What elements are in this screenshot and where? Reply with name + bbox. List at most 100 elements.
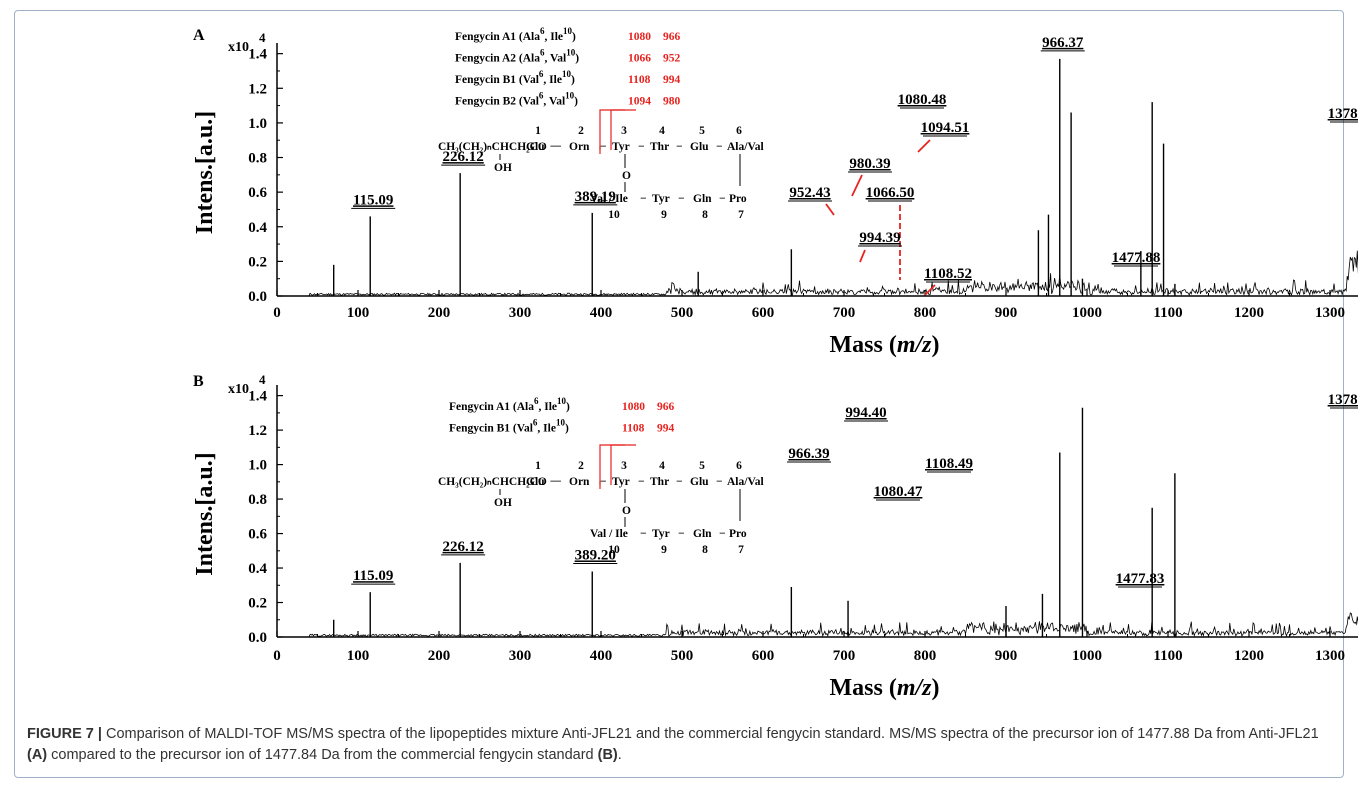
structure-bond: − [716,476,723,488]
caption-end: . [617,747,622,763]
structure-residue: Val / Ile [590,528,628,540]
structure-residue: Pro [729,193,747,205]
structure-residue: Orn [569,476,590,488]
structure-bond: − [638,141,645,153]
x-tick-label: 1100 [1153,648,1182,664]
caption-ref-a: (A) [27,747,48,763]
structure-position-number: 5 [699,125,705,137]
peak-label: 966.39 [788,446,829,462]
caption-label: FIGURE 7 | [27,726,102,742]
structure-position-number: 10 [608,544,620,556]
legend-value-1: 1066 [628,53,651,65]
y-tick-label: 1.2 [248,423,267,439]
structure-position-number: 4 [659,125,665,137]
peak-label-leader [851,174,863,197]
peak-label: 115.09 [353,192,393,208]
y-multiplier-exponent: 4 [259,30,266,45]
y-tick-label: 0.0 [248,630,267,646]
x-tick-label: 100 [347,648,370,664]
x-tick-label: 0 [273,305,281,321]
structure-residue: Thr [650,141,669,153]
peak-label: 994.39 [859,230,900,246]
structure-position-number: 2 [578,460,584,472]
spectrum-panel-a: 0.0 0.2 0.4 0.6 0.8 1.0 1.2 1.4 0 100 200 300 400 500… [192,26,1358,358]
structure-residue: Ala/Val [727,141,764,153]
structure-bond: − [678,528,685,540]
structure-residue: Glu [526,141,545,153]
peak-label: 994.40 [845,405,886,421]
structure-position-number: 3 [621,460,627,472]
legend-row-name: Fengycin B1 (Val6, Ile10) [449,418,569,435]
baseline-noise-trace [309,612,1358,638]
structure-bond: − [638,476,645,488]
x-tick-label: 200 [428,648,451,664]
y-tick-label: 1.2 [248,81,267,97]
structure-bond: − [555,141,562,153]
structure-position-number: 6 [736,460,742,472]
x-tick-label: 1000 [1072,305,1102,321]
structure-residue: Pro [729,528,747,540]
legend-value-2: 994 [663,74,681,86]
legend-value-1: 1080 [622,401,645,413]
x-tick-label: 1100 [1153,305,1182,321]
y-axis-label: Intens.[a.u.] [192,111,218,234]
legend-row-name: Fengycin B2 (Val6, Val10) [455,91,578,108]
legend-value-2: 952 [663,53,681,65]
x-tick-label: 1200 [1234,648,1264,664]
structure-position-number: 8 [702,544,708,556]
baseline-noise-trace [309,250,1358,297]
peak-label: 1378.72 [1328,392,1358,408]
structure-position-number: 9 [661,209,667,221]
caption-ref-b: (B) [597,747,618,763]
x-tick-label: 400 [590,648,613,664]
y-multiplier: x10 [228,382,249,397]
peak-label: 389.20 [575,547,616,563]
y-tick-label: 1.0 [248,458,267,474]
x-tick-label: 1200 [1234,305,1264,321]
peak-label: 389.19 [575,189,616,205]
peak-label: 1080.48 [898,92,947,108]
y-multiplier: x10 [228,40,249,55]
structure-residue: Tyr [652,193,670,205]
structure-bond: − [716,141,723,153]
y-tick-label: 1.4 [248,47,267,63]
y-tick-label: 1.4 [248,389,267,405]
structure-bond: − [719,193,726,205]
structure-position-number: 6 [736,125,742,137]
x-tick-label: 900 [995,648,1018,664]
legend-value-2: 980 [663,96,681,108]
legend-row-name: Fengycin A1 (Ala6, Ile10) [449,396,570,413]
y-tick-label: 0.0 [248,289,267,305]
x-tick-label: 500 [671,305,694,321]
structure-residue: Thr [650,476,669,488]
legend-value-2: 994 [657,423,675,435]
legend-row-name: Fengycin B1 (Val6, Ile10) [455,69,575,86]
structure-position-number: 7 [738,544,744,556]
structure-position-number: 8 [702,209,708,221]
structure-bond: − [640,528,647,540]
peak-label: 1378.80 [1328,106,1358,122]
peak-label: 952.43 [789,185,830,201]
x-tick-label: 0 [273,648,281,664]
peak-label: 1108.49 [925,456,973,472]
legend-value-1: 1108 [622,423,645,435]
y-tick-label: 0.4 [248,220,267,236]
structure-residue: Glu [690,141,709,153]
x-tick-label: 900 [995,305,1018,321]
structure-position-number: 10 [608,209,620,221]
figure-caption: FIGURE 7 | Comparison of MALDI-TOF MS/MS… [27,724,1327,766]
x-tick-label: 300 [509,648,532,664]
figure-frame [14,10,1344,778]
structure-bond: − [676,476,683,488]
legend-value-2: 966 [663,31,681,43]
legend-value-1: 1094 [628,96,651,108]
structure-position-number: 1 [535,125,541,137]
structure-residue: Gln [693,193,712,205]
caption-text: Comparison of MALDI-TOF MS/MS spectra of… [101,726,1319,742]
structure-bond: − [719,528,726,540]
structure-fatty-acid: CH₃(CH₂)ₙCHCH₂CO − [438,141,556,153]
legend-value-1: 1080 [628,31,651,43]
peak-label: 980.39 [849,156,890,172]
peak-label: 226.12 [443,539,484,555]
